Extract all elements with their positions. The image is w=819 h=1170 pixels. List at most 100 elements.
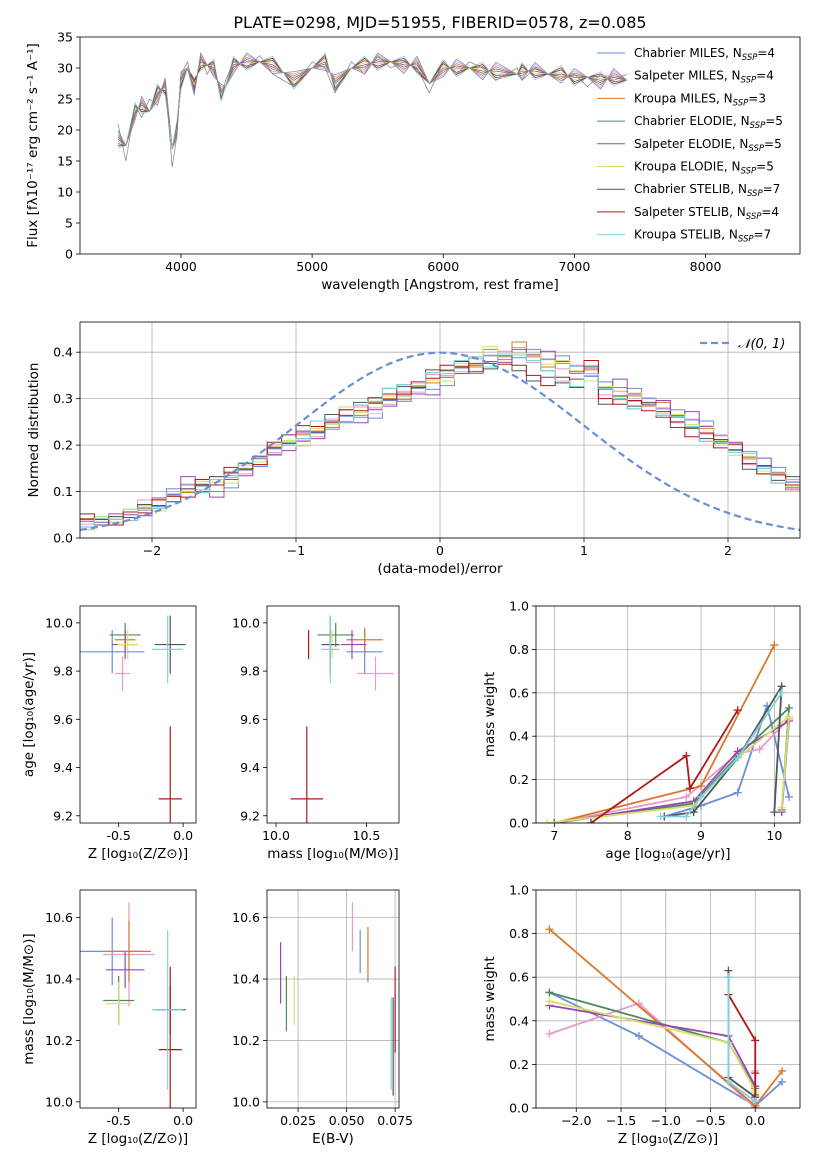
axes-frame (535, 889, 801, 1109)
x-axis-label: Z [log₁₀(Z/Z⊙)] (88, 846, 188, 862)
weight-marker-kroupa_miles (545, 925, 554, 934)
legend-label-chabrier_stelib: Chabrier STELIB, NSSP=7 (634, 182, 780, 199)
y-tick-label: 10.2 (45, 1033, 73, 1048)
weight-line-salpeter_stelib (590, 709, 739, 823)
panel-mass_vs_Z: -0.5 0.0 10.0 10.2 10.4 10.6 Z [log₁₀(Z/Z⊙)] ma… (21, 889, 197, 1147)
legend-label-salpeter_stelib: Salpeter STELIB, NSSP=4 (634, 205, 779, 222)
y-tick-label: 20 (57, 123, 73, 138)
plot-area (80, 615, 186, 823)
x-tick-label: −1.5 (606, 1113, 636, 1128)
y-axis-label: Flux [fλ10⁻¹⁷ erg cm⁻² s⁻¹ A⁻¹] (25, 43, 41, 248)
x-axis-label: wavelength [Angstrom, rest frame] (321, 277, 559, 293)
legend-spectrum: Chabrier MILES, NSSP=4 Salpeter MILES, NS… (597, 46, 783, 245)
y-tick-label: 10.0 (45, 615, 73, 630)
y-axis-label: Normed distribution (26, 363, 42, 498)
x-tick-label: 0.0 (173, 1113, 193, 1128)
legend-label-kroupa_miles: Kroupa MILES, NSSP=3 (634, 91, 766, 108)
x-tick-label: −1 (287, 543, 305, 558)
weight-marker-kroupa_miles (778, 1066, 787, 1075)
weight-marker-kroupa_miles (770, 641, 779, 650)
weight-marker-kroupa_stelib (751, 1097, 760, 1106)
y-axis-label: mass weight (482, 672, 498, 757)
axes-frame (266, 889, 400, 1109)
y-tick-label: 10.0 (232, 1094, 260, 1109)
y-tick-label: 10.4 (45, 972, 73, 987)
axes-frame (535, 605, 801, 824)
x-tick-label: −2 (143, 543, 161, 558)
weight-marker-chabrier_stelib (770, 808, 779, 817)
plot-area (80, 902, 186, 1108)
histogram-salpeter_stelib (80, 360, 800, 526)
spectrum-model-kroupa_miles (117, 56, 628, 149)
y-tick-label: 9.2 (53, 808, 73, 823)
weight-marker-salpeter_miles (755, 745, 764, 754)
y-tick-label: 9.6 (53, 712, 73, 727)
y-tick-label: 15 (57, 154, 73, 169)
x-tick-label: 10.5 (353, 828, 381, 843)
x-axis-label: Z [log₁₀(Z/Z⊙)] (618, 1131, 718, 1147)
x-axis-label: age [log₁₀(age/yr)] (605, 846, 730, 862)
weight-marker-kroupa_stelib (682, 812, 691, 821)
y-axis-label: mass weight (482, 956, 498, 1041)
x-tick-label: 8 (624, 828, 632, 843)
weight-marker-salpeter_stelib (587, 819, 595, 823)
weight-marker-salpeter_stelib (686, 784, 694, 793)
y-axis-label: mass [log₁₀(M/M⊙)] (21, 933, 37, 1064)
weight-marker-kroupa_stelib (656, 812, 665, 821)
weight-marker-chabrier_miles (778, 1077, 787, 1086)
y-tick-label: 0.6 (509, 970, 529, 985)
x-tick-label: 7 (550, 828, 558, 843)
y-tick-label: 10.6 (45, 910, 73, 925)
y-tick-label: 0.0 (509, 816, 529, 831)
figure-title: PLATE=0298, MJD=51955, FIBERID=0578, z=0… (233, 13, 646, 32)
y-tick-label: 9.8 (240, 664, 260, 679)
weight-marker-chabrier_miles (634, 1032, 643, 1041)
y-tick-label: 9.6 (240, 712, 260, 727)
x-tick-label: 2 (724, 543, 732, 558)
panel-mass_weight_vs_age: 7 8 9 10 0.0 0.2 0.4 0.6 0.8 1.0 age [log₁₀(age/yr… (482, 599, 801, 862)
x-tick-label: 4000 (165, 259, 197, 274)
x-tick-label: 0.025 (280, 1113, 316, 1128)
x-axis-label: E(B-V) (312, 1131, 354, 1147)
y-tick-label: 10.0 (45, 1094, 73, 1109)
weight-marker-chabrier_miles (733, 788, 742, 797)
gaussian-curve (80, 351, 800, 531)
plot-area (80, 341, 800, 531)
y-tick-label: 10 (57, 185, 73, 200)
legend-gaussian-label: 𝒩(0, 1) (738, 337, 785, 352)
spectrum-model-salpeter_stelib (118, 54, 627, 149)
y-tick-label: 0.2 (509, 772, 529, 787)
x-tick-label: 5000 (296, 259, 328, 274)
legend-label-kroupa_stelib: Kroupa STELIB, NSSP=7 (634, 228, 771, 245)
weight-marker-kroupa_elodie (777, 803, 786, 812)
weight-marker-kroupa_elodie (543, 819, 551, 823)
x-axis-label: mass [log₁₀(M/M⊙)] (267, 846, 398, 862)
plot-area (279, 902, 396, 1096)
weight-marker-salpeter_stelib (751, 1036, 760, 1045)
y-tick-label: 0.2 (509, 1057, 529, 1072)
x-tick-label: −1.0 (651, 1113, 681, 1128)
weight-marker-salpeter_elodie (550, 819, 559, 823)
x-tick-label: 1 (580, 543, 588, 558)
weight-marker-chabrier_miles (785, 792, 793, 801)
y-axis-label: age [log₁₀(age/yr)] (21, 652, 37, 777)
y-tick-label: 10.4 (232, 972, 260, 987)
panel-spectrum: 4000 5000 6000 7000 8000 0 5 10 15 20 25 30 35 wavele… (25, 30, 801, 293)
y-tick-label: 0.6 (509, 685, 529, 700)
y-tick-label: 0 (65, 247, 73, 262)
weight-marker-kroupa_miles (697, 782, 705, 791)
legend-label-chabrier_elodie: Chabrier ELODIE, NSSP=5 (634, 114, 783, 131)
x-tick-label: 10 (766, 828, 782, 843)
weight-marker-kroupa_elodie (545, 997, 554, 1006)
legend-label-salpeter_elodie: Salpeter ELODIE, NSSP=5 (634, 137, 782, 154)
x-tick-label: 10.0 (262, 828, 290, 843)
x-tick-label: 6000 (427, 259, 459, 274)
weight-line-salpeter_miles (549, 1002, 757, 1108)
legend-label-salpeter_miles: Salpeter MILES, NSSP=4 (634, 69, 774, 86)
y-tick-label: 0.4 (53, 345, 73, 360)
y-tick-label: 0.0 (53, 531, 73, 546)
y-tick-label: 0.2 (53, 438, 73, 453)
y-tick-label: 9.4 (53, 760, 73, 775)
y-tick-label: 0.4 (509, 729, 529, 744)
